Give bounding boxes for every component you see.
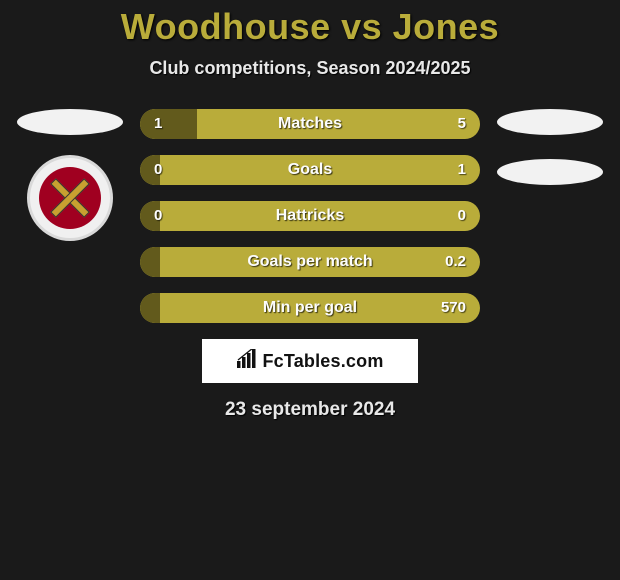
stat-label: Hattricks [140, 201, 480, 231]
date-line: 23 september 2024 [0, 399, 620, 421]
stat-bar-row: 00Hattricks [140, 201, 480, 231]
left-player-column [10, 109, 130, 241]
stat-label: Matches [140, 109, 480, 139]
brand-text: FcTables.com [262, 351, 383, 372]
page-title: Woodhouse vs Jones [0, 0, 620, 48]
right-player-ellipse [497, 109, 603, 135]
stat-bar-row: 01Goals [140, 155, 480, 185]
stat-label: Goals [140, 155, 480, 185]
left-club-logo [27, 155, 113, 241]
bar-chart-icon [236, 349, 258, 374]
left-player-ellipse [17, 109, 123, 135]
stat-bar-row: 0.2Goals per match [140, 247, 480, 277]
page-subtitle: Club competitions, Season 2024/2025 [0, 58, 620, 79]
infographic-root: Woodhouse vs Jones Club competitions, Se… [0, 0, 620, 580]
right-club-ellipse [497, 159, 603, 185]
content-area: 15Matches 01Goals 00Hattricks 0.2Goals per … [0, 109, 620, 421]
stat-bar-row: 15Matches [140, 109, 480, 139]
stat-label: Goals per match [140, 247, 480, 277]
right-player-column [490, 109, 610, 185]
stat-bar-row: 570Min per goal [140, 293, 480, 323]
stat-label: Min per goal [140, 293, 480, 323]
club-logo-cross-icon [42, 170, 98, 226]
club-logo-inner-disc [39, 167, 101, 229]
brand-box: FcTables.com [202, 339, 418, 383]
stat-bars: 15Matches 01Goals 00Hattricks 0.2Goals per … [140, 109, 480, 323]
